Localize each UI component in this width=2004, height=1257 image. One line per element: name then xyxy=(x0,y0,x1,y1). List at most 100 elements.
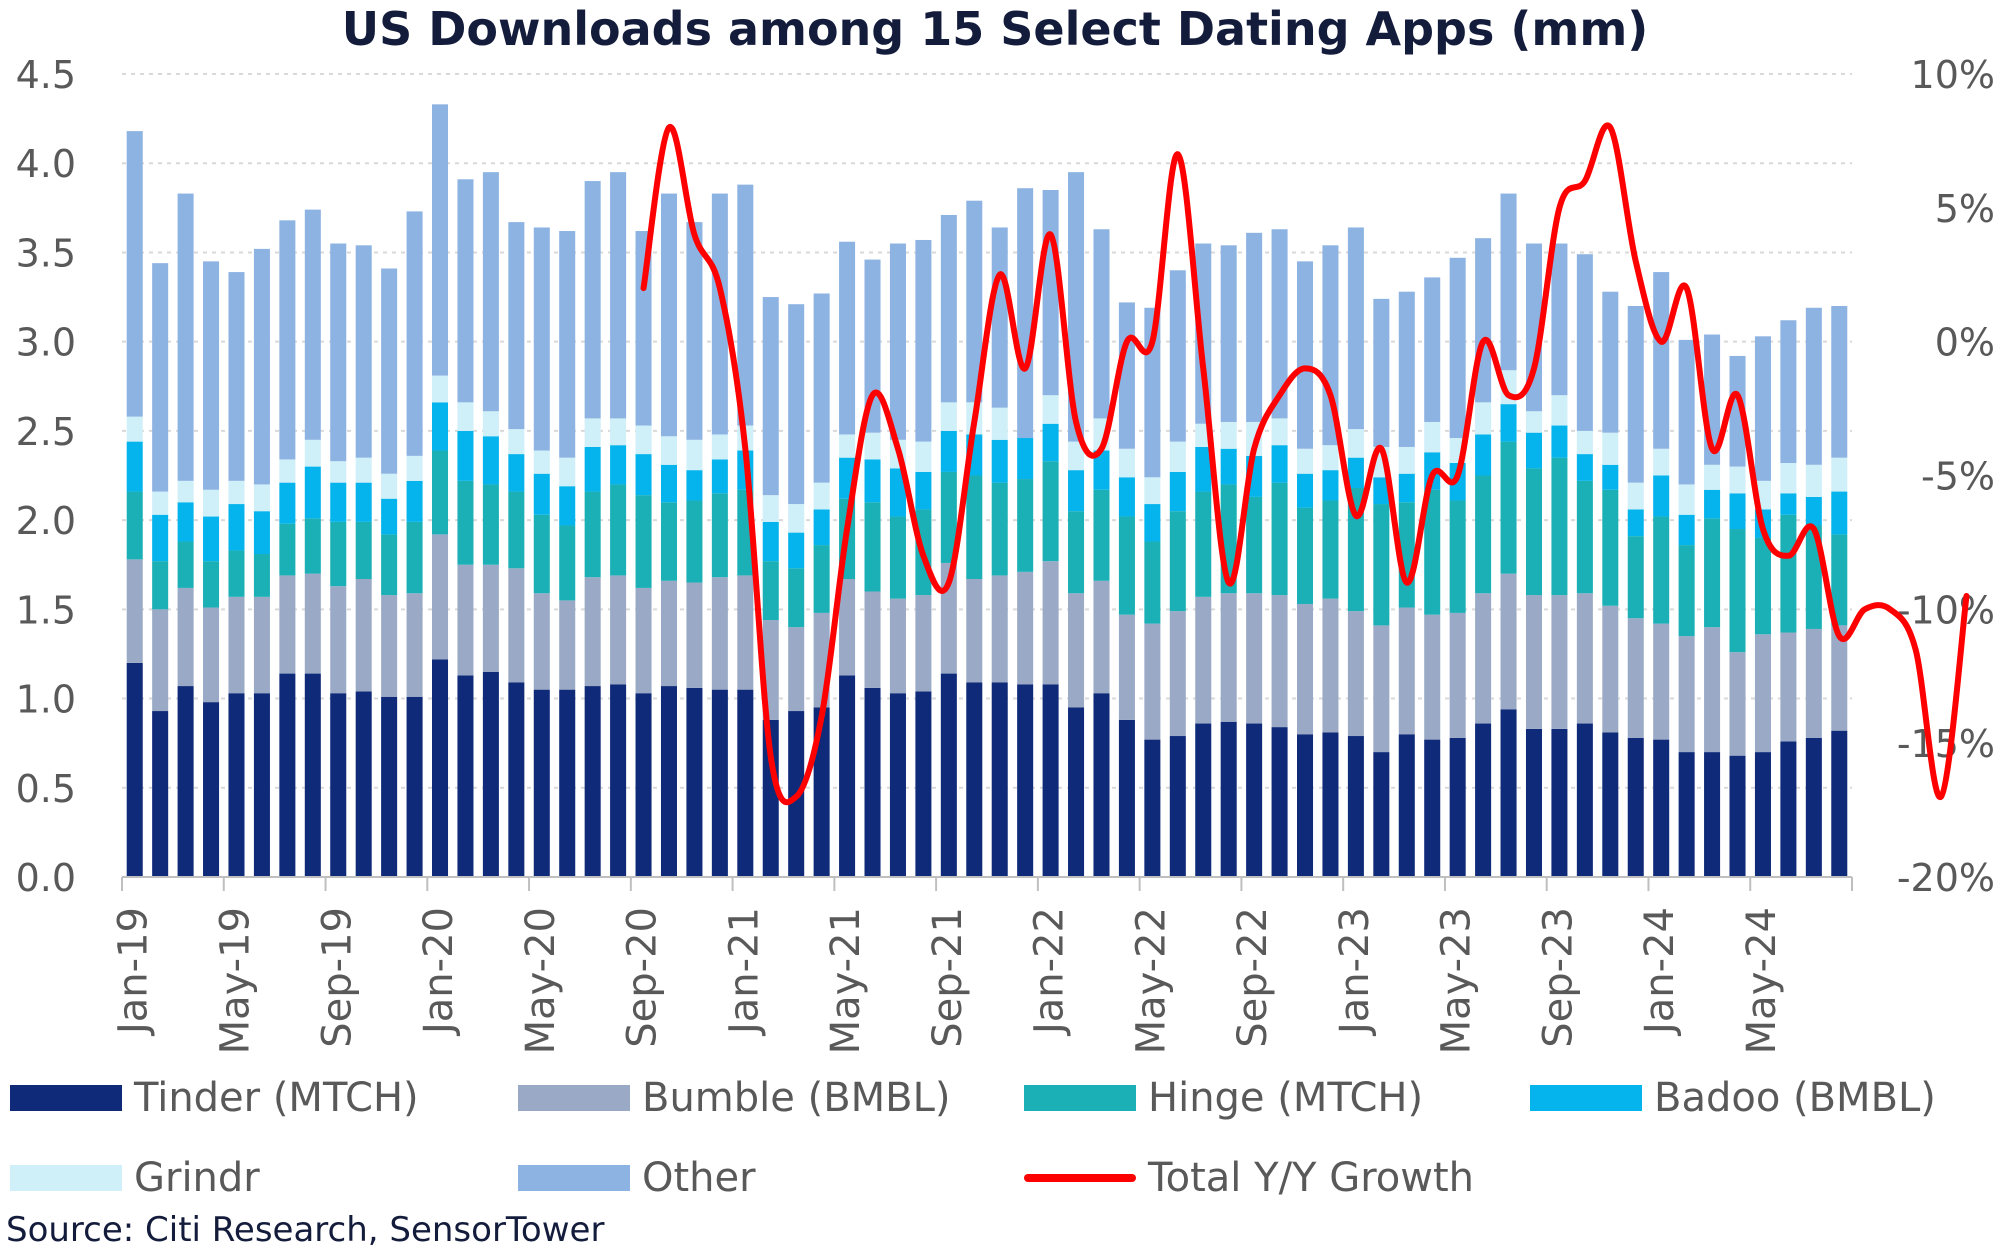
bar-segment-badoo xyxy=(813,509,830,546)
bar-segment-badoo xyxy=(864,459,881,503)
bar-segment-hinge xyxy=(432,450,449,535)
bar-segment-tinder xyxy=(1780,741,1797,877)
bar-segment-bumble xyxy=(889,598,906,694)
bar-segment-badoo xyxy=(584,446,601,492)
bar-segment-tinder xyxy=(839,675,856,877)
y-left-tick-label: 1.5 xyxy=(16,588,76,632)
bar-segment-hinge xyxy=(584,491,601,578)
bar-segment-bumble xyxy=(1704,627,1721,753)
bar-segment-bumble xyxy=(508,568,525,683)
legend-item-hinge: Hinge (MTCH) xyxy=(1024,1068,1423,1128)
bar-segment-tinder xyxy=(432,659,449,877)
bar-segment-tinder xyxy=(1297,734,1314,877)
bar-segment-grindr xyxy=(1271,418,1288,446)
bar-segment-hinge xyxy=(1195,491,1212,597)
bar-segment-badoo xyxy=(940,430,957,472)
bar-segment-hinge xyxy=(813,545,830,613)
y-right-tick-label: -10% xyxy=(1897,588,1995,632)
bar-segment-other xyxy=(788,304,805,505)
bar-segment-grindr xyxy=(457,402,474,431)
bar-segment-other xyxy=(1602,291,1619,433)
bar-segment-tinder xyxy=(1118,719,1135,877)
bar-segment-tinder xyxy=(813,707,830,877)
bar-segment-tinder xyxy=(610,684,627,877)
bar-segment-grindr xyxy=(203,489,220,517)
bar-segment-tinder xyxy=(1144,739,1161,877)
bar-segment-other xyxy=(1678,339,1695,485)
bar-segment-badoo xyxy=(203,516,220,562)
bar-segment-grindr xyxy=(432,375,449,403)
y-right-tick-label: -20% xyxy=(1897,856,1995,900)
bar-segment-grindr xyxy=(686,439,703,471)
bar-segment-bumble xyxy=(1678,636,1695,753)
bar-segment-other xyxy=(1424,277,1441,422)
bar-segment-bumble xyxy=(406,593,423,697)
bar-segment-tinder xyxy=(1475,723,1492,877)
bar-segment-badoo xyxy=(1118,477,1135,517)
bar-segment-tinder xyxy=(1627,737,1644,877)
bar-segment-hinge xyxy=(1449,500,1466,613)
bar-segment-grindr xyxy=(228,480,245,505)
bar-segment-badoo xyxy=(1500,404,1517,442)
bar-segment-badoo xyxy=(1042,423,1059,462)
bar-segment-tinder xyxy=(1653,739,1670,877)
legend-label-badoo: Badoo (BMBL) xyxy=(1654,1075,1936,1121)
bar-segment-badoo xyxy=(1805,496,1822,526)
legend-item-grindr: Grindr xyxy=(10,1148,260,1208)
bar-segment-tinder xyxy=(940,673,957,877)
bar-segment-grindr xyxy=(1347,429,1364,458)
x-tick-label: Jan-24 xyxy=(1637,907,1683,1037)
bar-segment-tinder xyxy=(1576,723,1593,877)
bar-segment-hinge xyxy=(991,482,1008,576)
bar-segment-bumble xyxy=(737,575,754,690)
bar-segment-grindr xyxy=(788,504,805,533)
bar-segment-hinge xyxy=(457,480,474,565)
bar-segment-grindr xyxy=(533,450,550,474)
bar-segment-hinge xyxy=(1169,511,1186,612)
bar-segment-hinge xyxy=(559,525,576,601)
bar-segment-grindr xyxy=(1602,432,1619,465)
growth-line xyxy=(640,122,1970,806)
bar-segment-bumble xyxy=(686,582,703,688)
bar-segment-grindr xyxy=(711,434,728,460)
bar-segment-other xyxy=(1271,229,1288,419)
bar-segment-bumble xyxy=(1576,593,1593,724)
bar-segment-badoo xyxy=(1373,477,1390,505)
bar-segment-grindr xyxy=(126,416,143,442)
bar-segment-badoo xyxy=(1347,457,1364,488)
bar-segment-bumble xyxy=(559,600,576,690)
bar-segment-bumble xyxy=(1424,614,1441,740)
bar-segment-grindr xyxy=(839,434,856,458)
bar-segment-tinder xyxy=(1220,721,1237,877)
bar-segment-other xyxy=(330,243,347,462)
bar-segment-hinge xyxy=(635,495,652,588)
bar-segment-hinge xyxy=(1754,537,1771,635)
bar-segment-grindr xyxy=(1805,464,1822,497)
bar-segment-tinder xyxy=(508,682,525,877)
bar-segment-other xyxy=(1627,305,1644,483)
bar-segment-tinder xyxy=(1500,709,1517,877)
bar-segment-tinder xyxy=(991,682,1008,877)
legend-label-growth: Total Y/Y Growth xyxy=(1148,1155,1474,1201)
bar-segment-badoo xyxy=(304,466,321,519)
bar-segment-hinge xyxy=(152,561,169,610)
bar-segment-grindr xyxy=(1576,430,1593,455)
y-left-tick-label: 3.0 xyxy=(16,321,76,365)
bar-segment-other xyxy=(508,222,525,430)
bar-segment-grindr xyxy=(1551,395,1568,426)
bar-segment-other xyxy=(1551,243,1568,396)
bar-segment-badoo xyxy=(991,439,1008,483)
bar-segment-bumble xyxy=(1729,652,1746,756)
bar-segment-grindr xyxy=(482,411,499,437)
bar-segment-grindr xyxy=(1398,446,1415,474)
bar-segment-badoo xyxy=(1017,438,1034,480)
bar-segment-hinge xyxy=(1780,514,1797,633)
bar-segment-tinder xyxy=(279,673,296,877)
x-tick-label: Sep-20 xyxy=(620,907,666,1048)
bar-segment-badoo xyxy=(482,436,499,485)
bar-segment-grindr xyxy=(177,480,194,503)
bar-segment-tinder xyxy=(406,696,423,877)
bar-segment-tinder xyxy=(1373,752,1390,877)
bar-segment-bumble xyxy=(381,595,398,697)
